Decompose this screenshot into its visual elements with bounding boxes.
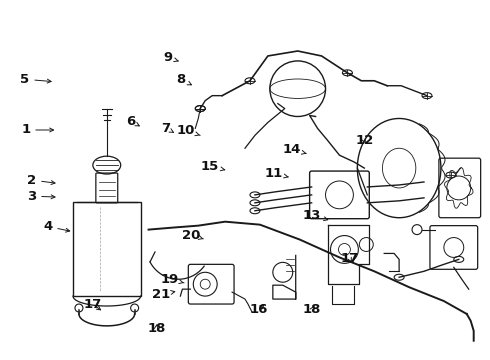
Text: 9: 9 xyxy=(164,51,178,64)
Text: 10: 10 xyxy=(176,124,200,137)
Text: 5: 5 xyxy=(20,73,51,86)
Text: 18: 18 xyxy=(303,303,321,316)
Text: 3: 3 xyxy=(27,190,55,203)
Text: 14: 14 xyxy=(282,143,306,156)
Text: 12: 12 xyxy=(355,134,373,147)
Text: 17: 17 xyxy=(84,298,102,311)
Text: 4: 4 xyxy=(43,220,70,233)
Text: 2: 2 xyxy=(27,174,55,186)
Text: 19: 19 xyxy=(160,273,184,286)
Text: 1: 1 xyxy=(21,123,53,136)
Text: 11: 11 xyxy=(264,167,288,180)
Text: 18: 18 xyxy=(147,322,166,335)
Text: 17: 17 xyxy=(341,252,359,265)
Bar xyxy=(73,202,141,296)
Text: 7: 7 xyxy=(162,122,173,135)
Text: 20: 20 xyxy=(182,229,203,242)
Text: 8: 8 xyxy=(176,73,192,86)
Text: 6: 6 xyxy=(126,114,139,127)
Text: 15: 15 xyxy=(201,160,225,173)
Text: 16: 16 xyxy=(249,303,268,316)
Text: 13: 13 xyxy=(303,209,328,222)
Text: 21: 21 xyxy=(152,288,175,301)
